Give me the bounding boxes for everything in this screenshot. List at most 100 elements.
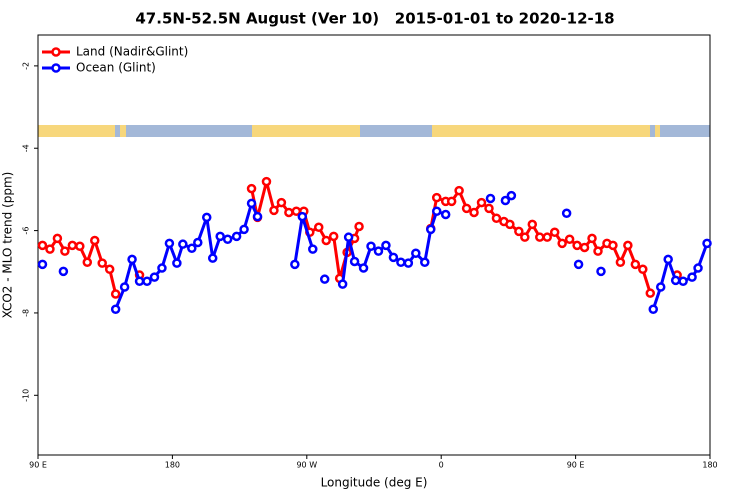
data-point xyxy=(246,183,257,194)
data-point xyxy=(37,259,48,270)
data-point xyxy=(461,203,472,214)
data-point xyxy=(89,235,100,246)
data-point xyxy=(201,212,212,223)
data-point xyxy=(506,190,517,201)
x-tick-label: 90 E xyxy=(567,461,585,470)
data-point xyxy=(110,289,121,299)
data-point xyxy=(505,219,515,230)
data-point xyxy=(37,240,48,251)
legend-label: Land (Nadir&Glint) xyxy=(76,45,188,59)
data-point xyxy=(561,208,572,219)
data-point xyxy=(564,234,575,244)
data-point xyxy=(542,232,552,242)
data-point xyxy=(527,219,538,230)
data-point xyxy=(420,257,430,268)
data-point xyxy=(693,263,703,273)
data-point xyxy=(231,231,242,242)
data-point xyxy=(573,259,584,270)
data-point xyxy=(549,227,560,237)
data-point xyxy=(579,242,590,253)
legend-marker xyxy=(51,47,61,57)
data-point xyxy=(337,279,348,289)
data-point xyxy=(358,263,369,273)
data-point xyxy=(110,304,121,314)
data-point xyxy=(261,176,272,187)
data-point xyxy=(134,276,145,286)
data-point xyxy=(535,232,545,242)
data-point xyxy=(431,192,442,203)
data-point xyxy=(319,274,330,284)
x-tick-label: 180 xyxy=(165,461,180,470)
data-point xyxy=(520,232,530,242)
x-axis-label: Longitude (deg E) xyxy=(321,476,428,490)
data-point xyxy=(82,257,93,268)
data-point xyxy=(431,206,442,216)
data-point xyxy=(67,240,78,251)
data-point xyxy=(485,193,496,204)
data-point xyxy=(119,282,130,292)
data-point xyxy=(615,257,626,268)
data-point xyxy=(655,282,666,292)
data-point xyxy=(157,263,167,273)
data-point xyxy=(388,252,399,263)
data-point xyxy=(276,197,287,208)
data-point xyxy=(608,240,618,251)
data-point xyxy=(491,213,502,223)
data-point xyxy=(97,258,107,268)
data-point xyxy=(178,239,188,249)
data-point xyxy=(572,240,582,251)
data-point xyxy=(215,231,225,242)
x-tick-label: 90 W xyxy=(296,461,317,470)
data-point xyxy=(454,185,464,196)
x-tick-label: 0 xyxy=(439,461,444,470)
x-tick-label: 90 E xyxy=(29,461,47,470)
data-point xyxy=(596,266,606,277)
data-point xyxy=(207,253,218,263)
data-point xyxy=(313,222,324,233)
data-point xyxy=(476,197,487,208)
data-point xyxy=(321,235,331,246)
data-point xyxy=(164,238,175,249)
data-point xyxy=(104,264,115,275)
data-point xyxy=(58,266,69,277)
data-point xyxy=(484,203,494,214)
data-point xyxy=(60,246,70,256)
data-point xyxy=(678,276,688,286)
data-point xyxy=(366,241,376,251)
y-tick-label: -4 xyxy=(22,144,31,152)
data-point xyxy=(75,241,85,251)
data-point xyxy=(440,209,451,220)
data-point xyxy=(328,231,339,242)
data-point xyxy=(252,211,263,222)
y-axis-label: XCO2 - MLO trend (ppm) xyxy=(1,172,15,319)
data-point xyxy=(246,198,257,209)
data-point xyxy=(411,248,421,258)
data-point xyxy=(514,226,524,237)
data-point xyxy=(149,272,160,282)
data-point xyxy=(187,243,197,254)
data-point xyxy=(687,272,697,282)
data-point xyxy=(469,207,479,218)
data-point xyxy=(670,275,681,286)
data-point xyxy=(500,195,511,206)
data-point xyxy=(142,276,152,286)
data-point xyxy=(297,211,308,222)
data-point xyxy=(446,196,457,207)
data-point xyxy=(623,240,633,251)
data-point xyxy=(425,224,436,235)
data-point xyxy=(290,259,300,270)
data-point xyxy=(557,238,567,249)
data-point xyxy=(593,246,603,256)
data-point xyxy=(52,233,63,244)
surface-strip xyxy=(38,125,710,137)
data-point xyxy=(127,254,137,265)
legend-label: Ocean (Glint) xyxy=(76,61,156,75)
data-point xyxy=(45,244,55,254)
data-point xyxy=(638,264,648,275)
data-point xyxy=(702,238,712,249)
data-point xyxy=(645,288,656,298)
data-point xyxy=(284,207,294,218)
data-point xyxy=(373,246,384,256)
data-point xyxy=(239,224,249,235)
